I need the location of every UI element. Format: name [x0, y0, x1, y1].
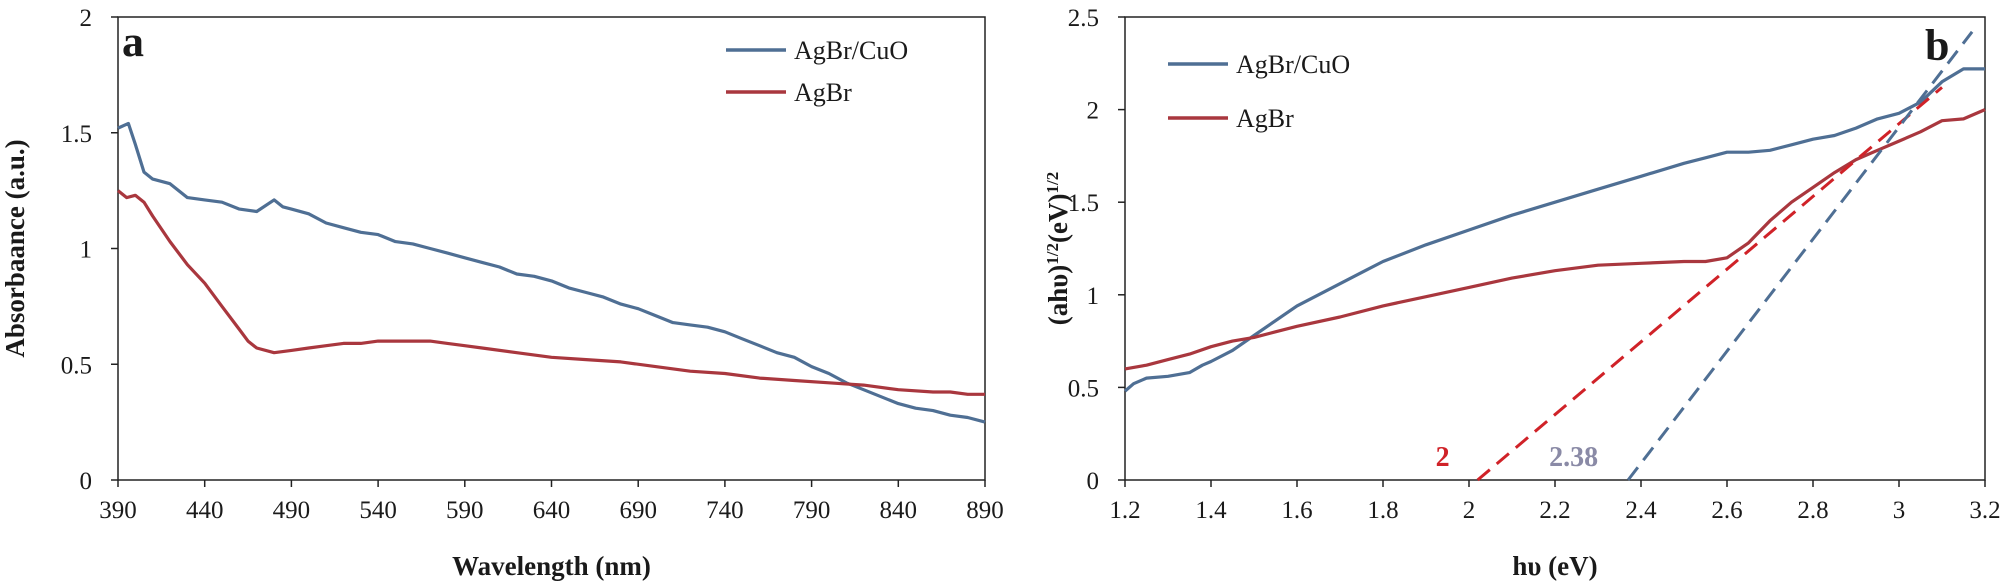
x-tick-label: 840 [880, 497, 918, 524]
x-tick-label: 1.2 [1109, 497, 1140, 524]
panel-label-b: b [1925, 21, 1949, 70]
y-axis-title-b-sup2: 1/2 [1043, 172, 1062, 194]
x-tick-label: 740 [706, 497, 744, 524]
y-axis-title-b: (ahυ)1/2(eV)1/2 [1043, 172, 1074, 325]
x-axis-title-a: Wavelength (nm) [452, 551, 651, 581]
legend-label: AgBr [1236, 104, 1294, 133]
y-tick-label: 1 [80, 237, 93, 264]
plot-frame-a [117, 16, 986, 481]
series-lines-b [1123, 67, 1986, 393]
x-tick-label: 3.2 [1969, 497, 2000, 524]
y-axis-title-b-sup1: 1/2 [1043, 243, 1062, 265]
plot-frame-b [1124, 16, 1986, 481]
x-axis-title-b: hυ (eV) [1512, 551, 1597, 581]
panel-label-a: a [122, 17, 144, 66]
x-tick-label: 1.8 [1367, 497, 1398, 524]
x-tick-label: 540 [359, 497, 397, 524]
tangent-line [1476, 86, 1943, 482]
series-line-agbr-cuo [117, 121, 986, 424]
x-tick-label: 590 [446, 497, 484, 524]
x-tick-label: 1.4 [1195, 497, 1227, 524]
x-tick-label: 2 [1463, 497, 1476, 524]
chart-panel-a: 390 440 490 540 590 640 690 740 790 840 890 0 0.5 1 1.… [0, 5, 1004, 581]
x-tick-label: 640 [533, 497, 571, 524]
bandgap-label: 2.38 [1549, 442, 1598, 473]
y-axis-title-a: Absorbaance (a.u.) [0, 139, 30, 357]
y-tick-label: 0.5 [61, 352, 92, 379]
legend-a: AgBr/CuO AgBr [726, 36, 908, 107]
x-tick-label: 890 [966, 497, 1004, 524]
tangent-line [1626, 30, 1974, 481]
chart-panel-b: 1.2 1.4 1.6 1.8 2 2.2 2.4 2.6 2.8 3 3.200.511.522.… [1043, 5, 2000, 581]
x-tick-label: 390 [99, 497, 137, 524]
y-tick-label: 2 [80, 5, 93, 32]
series-line-agbr [1124, 108, 1986, 371]
tangent-lines-b: 2 2.38 [1436, 30, 1974, 482]
y-axis-title-b-part2: (eV) [1043, 194, 1073, 243]
legend-label: AgBr/CuO [1236, 50, 1350, 79]
ticks-a: 390 440 490 540 590 640 690 740 790 840 890 0 0.5 1 1.… [61, 5, 1004, 524]
x-tick-label: 690 [619, 497, 657, 524]
series-lines-a [116, 121, 986, 424]
x-tick-label: 2.6 [1711, 497, 1742, 524]
bandgap-label: 2 [1436, 442, 1450, 473]
legend-label: AgBr [794, 78, 852, 107]
y-tick-label: 1 [1087, 283, 1100, 310]
y-tick-label: 1.5 [1068, 190, 1099, 217]
x-tick-label: 3 [1893, 497, 1906, 524]
y-tick-label: 0 [1087, 468, 1100, 495]
y-tick-label: 1.5 [61, 121, 92, 148]
y-tick-label: 2.5 [1068, 5, 1099, 32]
ticks-b: 1.2 1.4 1.6 1.8 2 2.2 2.4 2.6 2.8 3 3.200.511.522.… [1068, 5, 2000, 524]
y-tick-label: 0.5 [1068, 375, 1099, 402]
x-tick-label: 2.4 [1625, 497, 1657, 524]
series-line-agbr [116, 189, 985, 396]
x-tick-label: 1.6 [1281, 497, 1312, 524]
x-tick-label: 2.2 [1539, 497, 1570, 524]
series-line-agbr-cuo [1123, 67, 1985, 393]
y-axis-title-b-part1: (ahυ) [1043, 265, 1073, 326]
x-tick-label: 790 [793, 497, 831, 524]
x-tick-label: 440 [186, 497, 224, 524]
y-tick-label: 0 [80, 468, 93, 495]
x-tick-label: 2.8 [1797, 497, 1828, 524]
legend-b: AgBr/CuO AgBr [1168, 50, 1350, 133]
legend-label: AgBr/CuO [794, 36, 908, 65]
x-tick-label: 490 [273, 497, 311, 524]
y-tick-label: 2 [1087, 98, 1100, 125]
